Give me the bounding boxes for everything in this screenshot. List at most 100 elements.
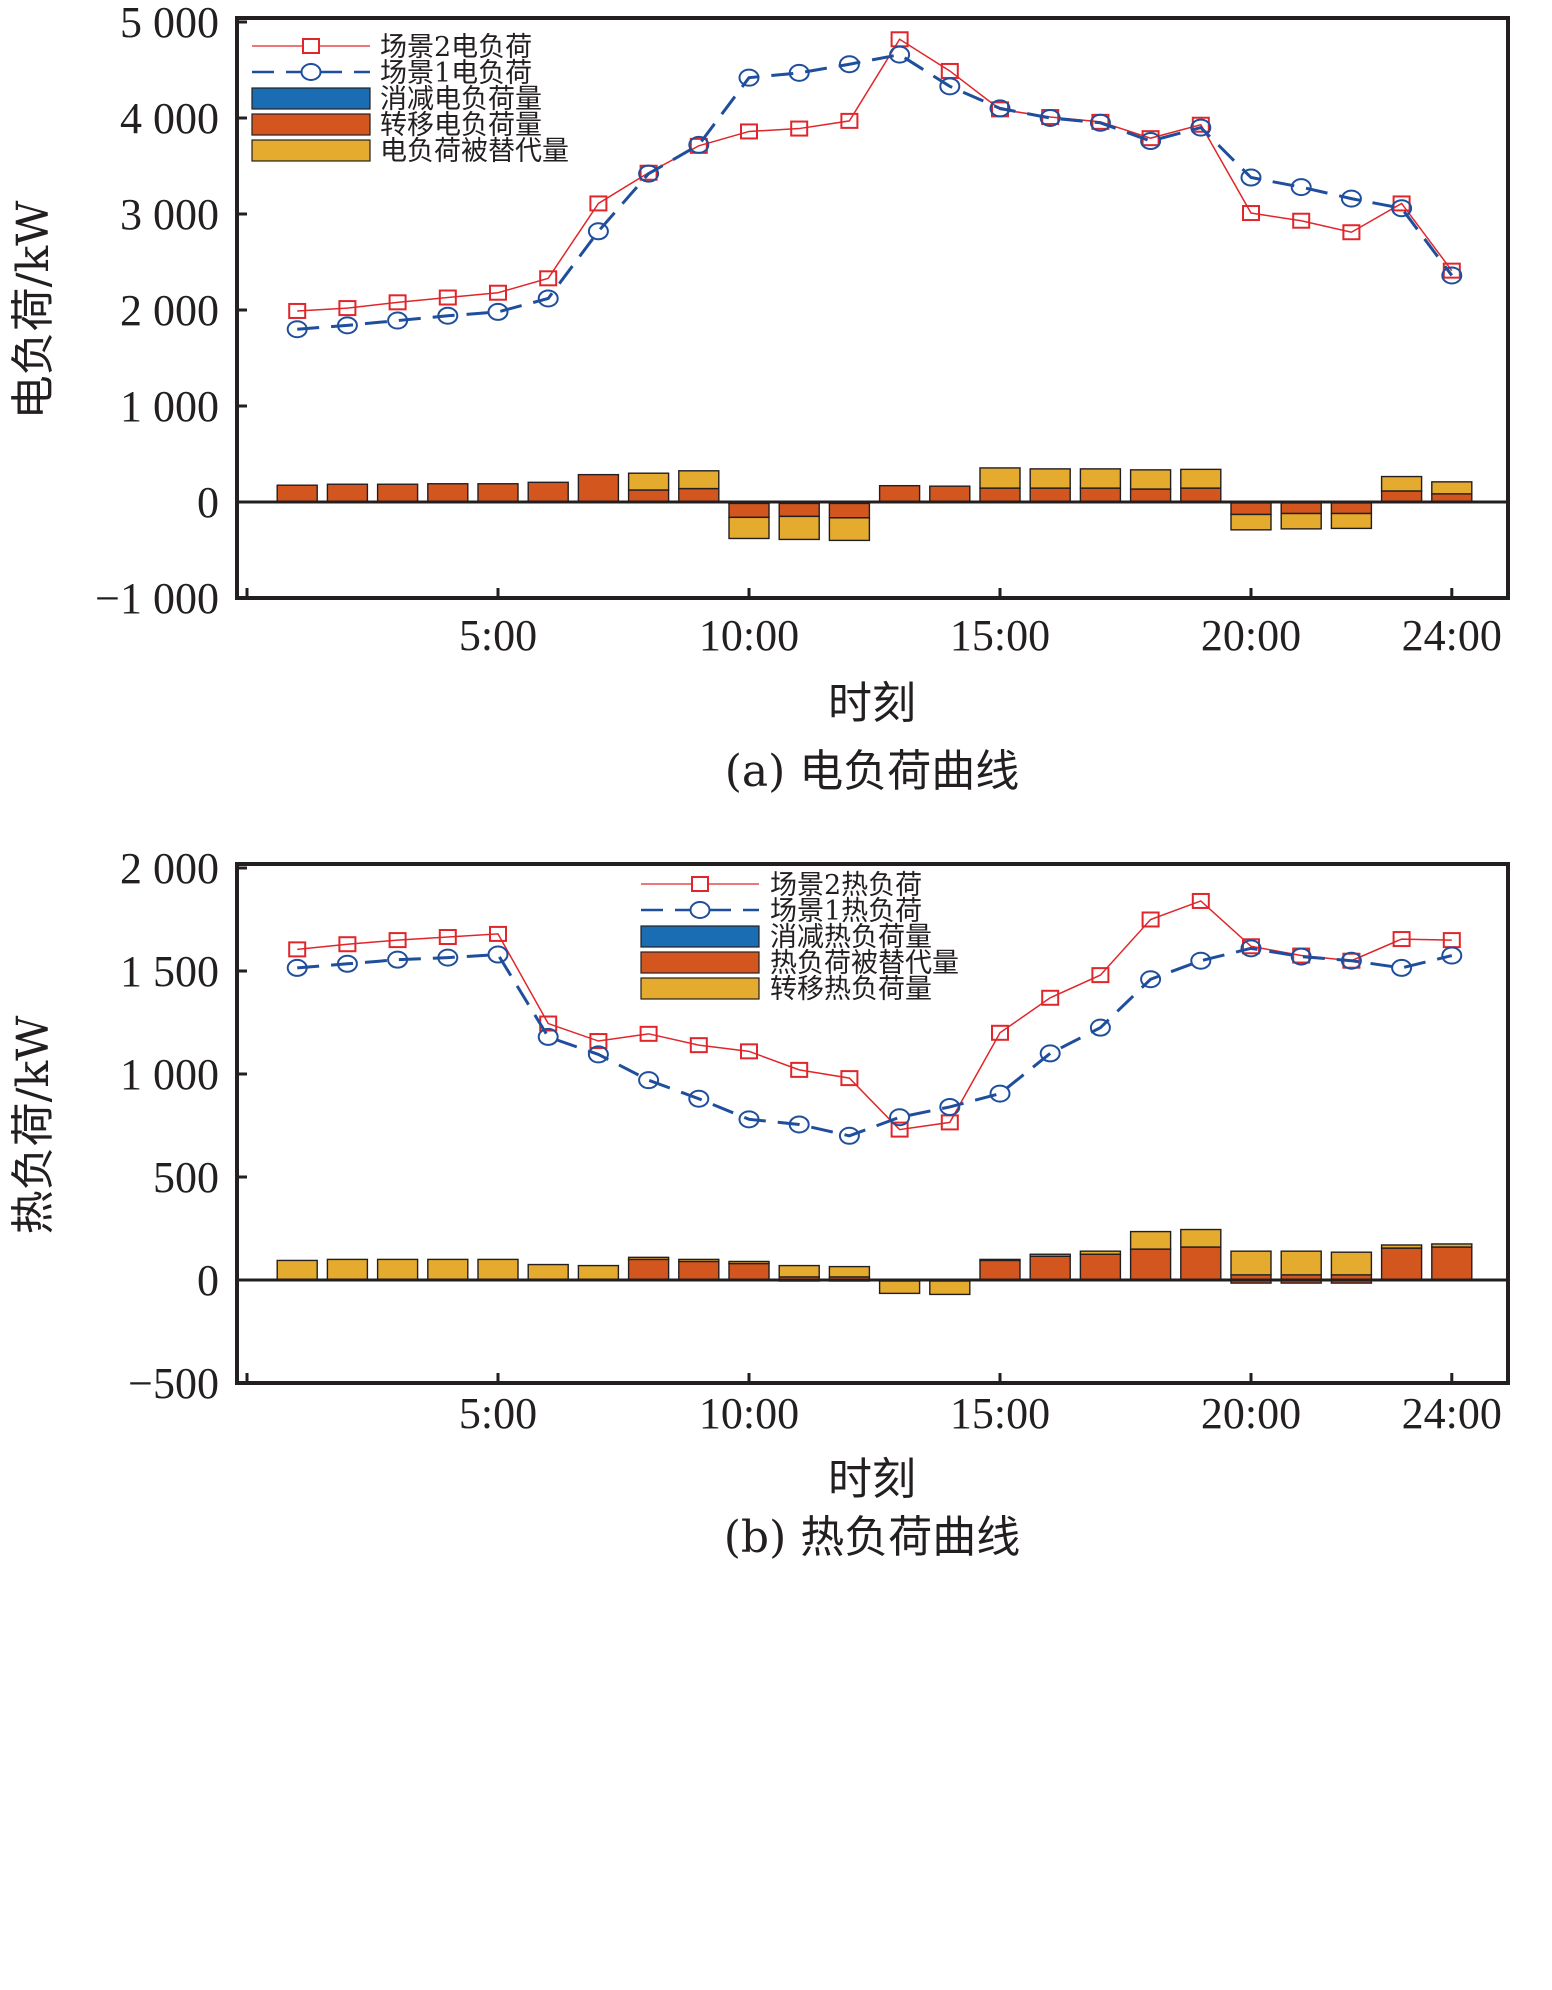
- x-tick-label: 20:00: [1201, 611, 1301, 660]
- legend-swatch: [640, 951, 760, 974]
- chart-electric-load: 电负荷/kW 时刻 (a) 电负荷曲线 −1 000 0 1 000 2 000 3 0…: [8, 0, 1510, 797]
- bar-shifted-12: [828, 502, 871, 519]
- marker-scene1-6: [537, 1027, 559, 1046]
- marker-scene1-18: [1140, 132, 1162, 151]
- legend-item: 热负荷被替代量: [640, 948, 959, 979]
- legend-label: 消减热负荷量: [770, 922, 932, 953]
- bar-shifted-7: [577, 473, 620, 503]
- marker-scene2-11: [790, 1061, 809, 1078]
- legend-label: 场景1热负荷: [770, 896, 922, 927]
- bar-substituted-15: [979, 467, 1021, 489]
- chart-caption: (b) 热负荷曲线: [724, 1512, 1020, 1563]
- marker-scene1-13: [889, 1108, 911, 1127]
- bar-shifted-8: [627, 489, 670, 503]
- legend-item: 消减电负荷量: [251, 84, 542, 115]
- marker-scene1-18: [1140, 970, 1162, 989]
- bar-shifted-21: [1280, 1250, 1322, 1276]
- marker-scene1-3: [387, 950, 409, 969]
- bar-substituted-18: [1129, 1248, 1172, 1281]
- bar-shifted-2: [326, 1258, 369, 1281]
- marker-scene1-14: [939, 77, 961, 96]
- marker-scene1-19: [1190, 118, 1212, 137]
- bar-shifted-19: [1180, 1228, 1222, 1248]
- bar-shifted-15: [979, 1258, 1021, 1262]
- marker-scene1-8: [638, 164, 660, 183]
- bar-shifted-7: [577, 1264, 620, 1281]
- x-tick-label: 5:00: [459, 1389, 537, 1438]
- marker-scene1-17: [1089, 1018, 1111, 1037]
- marker-scene1-10: [738, 1110, 760, 1129]
- bar-shifted-5: [477, 1258, 519, 1281]
- marker-scene2-17: [1091, 967, 1110, 984]
- bar-shifted-9: [678, 487, 720, 503]
- bar-shifted-19: [1180, 487, 1222, 503]
- marker-scene1-12: [838, 55, 860, 74]
- marker-scene1-2: [336, 954, 358, 973]
- marker-scene2-19: [1191, 892, 1210, 909]
- legend-label: 场景2电负荷: [380, 32, 532, 63]
- bar-shifted-6: [527, 1263, 569, 1281]
- marker-scene2-22: [1342, 224, 1361, 241]
- legend-item: 电负荷被替代量: [251, 136, 569, 167]
- legend-item: 转移热负荷量: [640, 974, 932, 1005]
- marker-scene2-2: [338, 936, 357, 953]
- marker-scene2-4: [438, 289, 457, 306]
- legend-item: 场景2热负荷: [641, 870, 922, 901]
- marker-scene2-12: [840, 112, 859, 129]
- marker-scene2-18: [1141, 911, 1160, 928]
- marker-scene1-1: [286, 320, 308, 339]
- bar-substituted-21: [1280, 512, 1322, 530]
- marker-scene2-3: [388, 932, 407, 949]
- bar-shifted-13: [878, 1280, 921, 1295]
- marker-scene2-16: [1041, 989, 1060, 1006]
- bar-substituted-23: [1380, 1247, 1423, 1281]
- marker-scene2-3: [388, 294, 407, 311]
- marker-scene1-24: [1441, 946, 1463, 965]
- x-tick-label: 15:00: [950, 611, 1050, 660]
- bar-substituted-20: [1230, 513, 1272, 531]
- y-tick-label: 1 000: [120, 382, 219, 431]
- bar-substituted-9: [678, 470, 720, 490]
- marker-scene1-2: [336, 316, 358, 335]
- marker-scene2-2: [338, 300, 357, 317]
- legend-label: 场景2热负荷: [770, 870, 922, 901]
- marker-scene1-22: [1340, 189, 1362, 208]
- marker-scene1-19: [1190, 951, 1212, 970]
- bar-shifted-14: [929, 1280, 971, 1296]
- legend-swatch: [251, 87, 371, 110]
- y-tick-label: 0: [197, 478, 219, 527]
- marker-scene2-11: [790, 120, 809, 137]
- marker-scene2-1: [288, 941, 307, 958]
- marker-scene1-11: [788, 1115, 810, 1134]
- legend-label: 转移热负荷量: [770, 974, 932, 1005]
- marker-scene2-20: [1242, 205, 1260, 222]
- marker-scene2-21: [1292, 212, 1311, 229]
- marker-scene1-20: [1240, 939, 1262, 958]
- marker-scene2-23: [1392, 931, 1411, 948]
- bar-substituted-16: [1029, 1255, 1071, 1281]
- bar-shifted-4: [427, 1258, 469, 1281]
- y-tick-label: 500: [153, 1153, 219, 1202]
- bar-shifted-21: [1280, 502, 1322, 515]
- chart-caption: (a) 电负荷曲线: [725, 746, 1020, 797]
- legend-item: 场景2电负荷: [252, 32, 532, 63]
- bar-shifted-15: [979, 487, 1021, 503]
- marker-scene1-7: [587, 1045, 609, 1064]
- marker-scene2-5: [489, 925, 507, 942]
- marker-scene1-5: [487, 945, 509, 964]
- bar-shifted-22: [1330, 502, 1373, 515]
- legend-label: 电负荷被替代量: [380, 136, 569, 167]
- marker-scene2-9: [689, 1037, 708, 1054]
- marker-scene2-10: [740, 1043, 758, 1060]
- marker-scene1-23: [1391, 958, 1413, 977]
- y-axis-title: 热负荷/kW: [8, 1015, 59, 1234]
- y-tick-label: −500: [128, 1359, 219, 1408]
- chart-heat-load: 热负荷/kW 时刻 (b) 热负荷曲线 −500 0 500 1 000 1 500 2 …: [8, 844, 1510, 1563]
- y-tick-label: 1 000: [120, 1050, 219, 1099]
- legend-item: 消减热负荷量: [640, 922, 932, 953]
- bar-shifted-18: [1129, 1230, 1172, 1250]
- y-tick-label: 2 000: [120, 844, 219, 893]
- bar-shifted-4: [427, 483, 469, 503]
- marker-scene2-15: [991, 1024, 1009, 1041]
